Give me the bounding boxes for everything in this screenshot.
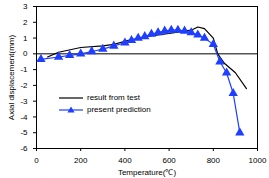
svg-text:-4: -4 [20, 113, 28, 122]
svg-text:800: 800 [207, 156, 221, 165]
svg-text:600: 600 [162, 156, 176, 165]
svg-text:-1: -1 [20, 65, 28, 74]
svg-text:200: 200 [74, 156, 88, 165]
svg-text:1: 1 [23, 34, 28, 43]
svg-text:-2: -2 [20, 81, 28, 90]
svg-text:-5: -5 [20, 128, 28, 137]
svg-text:3: 3 [23, 2, 28, 11]
svg-text:0: 0 [34, 156, 39, 165]
svg-text:0: 0 [23, 49, 28, 58]
svg-text:-6: -6 [20, 144, 28, 153]
svg-text:-3: -3 [20, 97, 28, 106]
svg-text:2: 2 [23, 18, 28, 27]
html-text:present prediction: present prediction [87, 105, 151, 114]
html-text:result from test: result from test [87, 93, 140, 102]
svg-text:Axial displacement(mm): Axial displacement(mm) [7, 34, 16, 120]
svg-text:400: 400 [118, 156, 132, 165]
svg-text:Temperature(℃): Temperature(℃) [118, 168, 177, 177]
svg-text:1000: 1000 [249, 156, 267, 165]
